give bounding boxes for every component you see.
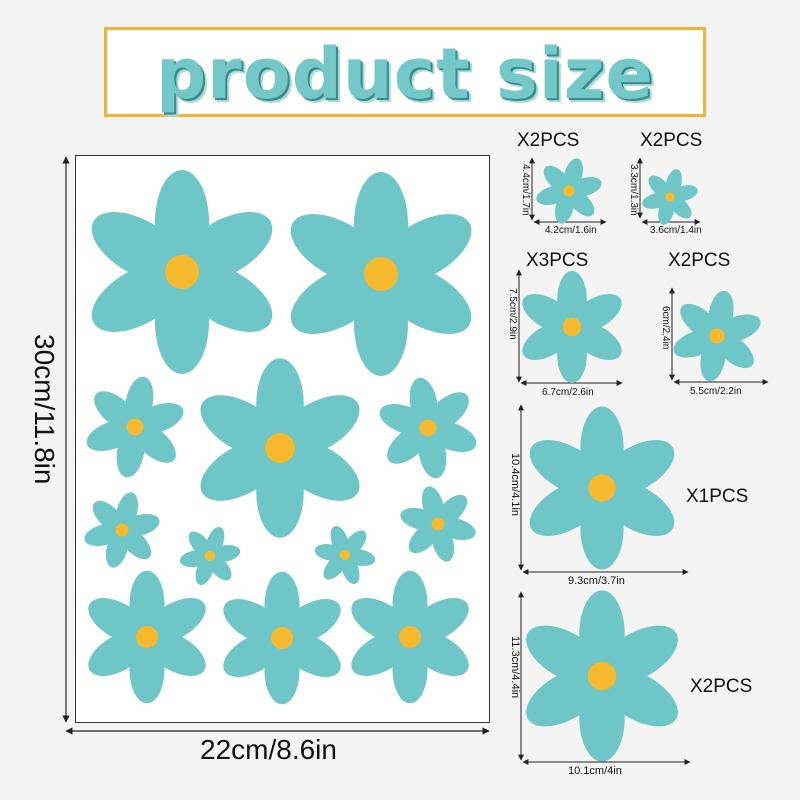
sheet-daisy-large-center: [200, 358, 360, 538]
sheet-daisy-xl-right: [290, 172, 472, 376]
item-6-qty: X2PCS: [690, 676, 753, 697]
sheet-daisy-small-left: [84, 492, 160, 568]
sample-daisy-6: [526, 590, 678, 762]
sample-daisy-2: [642, 169, 698, 225]
item-5-qty: X1PCS: [686, 486, 749, 507]
sheet-width-label: 22cm/8.6in: [200, 734, 337, 765]
sheet-daisy-tiny-right: [314, 525, 376, 585]
sheet-daisy-bottom-right: [351, 570, 469, 704]
page-title: product size: [156, 33, 654, 115]
item-2-width: 3.6cm/1.4in: [650, 225, 702, 236]
item-4-width: 5.5cm/2.2in: [690, 386, 742, 397]
sample-daisy-1: [536, 158, 602, 224]
item-1-width: 4.2cm/1.6in: [545, 225, 597, 236]
item-4-qty: X2PCS: [668, 250, 731, 271]
sheet-daisy-bottom-center: [223, 571, 341, 705]
sheet-daisy-tiny-left: [179, 526, 241, 586]
sample-daisy-4: [673, 290, 761, 382]
item-5-width: 9.3cm/3.7in: [568, 575, 625, 587]
item-2-qty: X2PCS: [640, 130, 703, 151]
sheet-daisy-bottom-left: [88, 570, 206, 704]
item-3-qty: X3PCS: [526, 250, 589, 271]
sheet-daisy-medium-right: [379, 377, 477, 479]
sample-daisy-5: [529, 406, 675, 570]
title-banner: product size: [104, 27, 706, 117]
item-3-width: 6.7cm/2.6in: [542, 387, 594, 398]
sheet-daisy-medium-left: [86, 376, 184, 478]
sheet-daisy-small-right: [400, 486, 476, 562]
sample-daisy-3: [522, 270, 622, 384]
item-6-width: 10.1cm/4in: [568, 765, 622, 777]
item-1-qty: X2PCS: [517, 130, 580, 151]
sheet-daisy-xl-left: [91, 170, 273, 374]
